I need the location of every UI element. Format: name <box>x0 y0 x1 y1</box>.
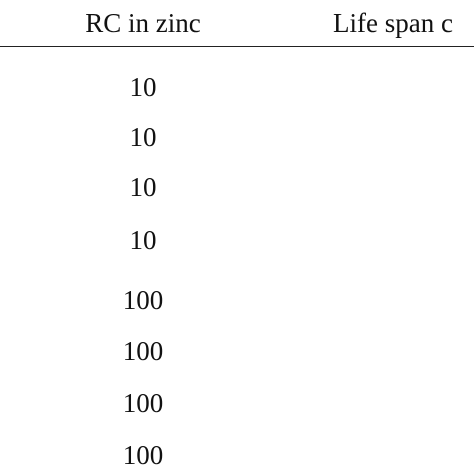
table-cell: 100 <box>122 388 164 418</box>
column-header: RC in zinc <box>85 8 201 38</box>
table-cell: 10 <box>129 122 157 152</box>
table-cell: 100 <box>122 285 164 315</box>
column-header: Life span c <box>333 8 453 38</box>
table-cell: 10 <box>129 172 157 202</box>
table-cell: 10 <box>129 72 157 102</box>
table-cell: 100 <box>122 440 164 470</box>
table-cell: 100 <box>122 336 164 366</box>
table-cell: 10 <box>129 225 157 255</box>
header-rule <box>0 46 474 47</box>
